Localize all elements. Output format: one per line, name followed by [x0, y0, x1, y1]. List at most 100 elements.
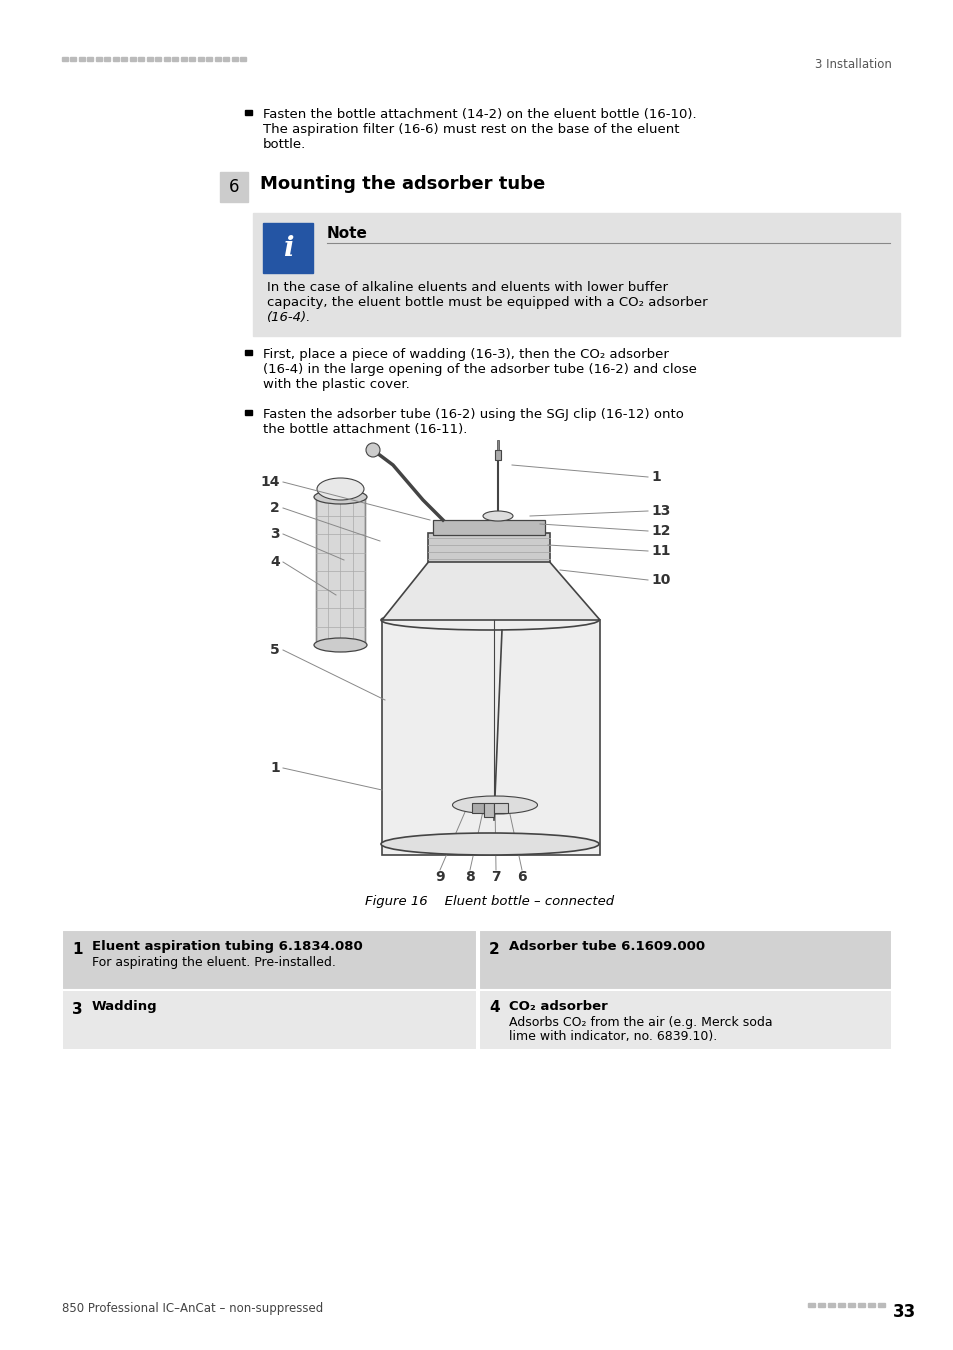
Bar [147, 57, 152, 61]
Text: Note: Note [327, 225, 368, 242]
Bar [478, 930, 891, 990]
Text: 1: 1 [650, 470, 660, 485]
Text: Adsorbs CO₂ from the air (e.g. Merck soda: Adsorbs CO₂ from the air (e.g. Merck sod… [509, 1017, 772, 1029]
Bar [181, 57, 187, 61]
Bar [232, 57, 237, 61]
Text: 6: 6 [517, 869, 526, 884]
Bar [206, 57, 213, 61]
Bar [105, 57, 111, 61]
Bar [155, 57, 161, 61]
Bar [483, 803, 494, 817]
Text: 13: 13 [650, 504, 670, 518]
Bar [847, 1303, 854, 1307]
Bar [315, 497, 365, 645]
Text: Adsorber tube 6.1609.000: Adsorber tube 6.1609.000 [509, 940, 704, 953]
Text: 10: 10 [650, 572, 670, 587]
Text: i: i [282, 235, 293, 262]
Text: 2: 2 [489, 942, 499, 957]
Bar [807, 1303, 814, 1307]
Bar [96, 57, 102, 61]
Bar [198, 57, 204, 61]
Text: bottle.: bottle. [263, 138, 306, 151]
Bar [857, 1303, 864, 1307]
Text: 3: 3 [71, 1002, 83, 1017]
Text: 850 Professional IC–AnCat – non-suppressed: 850 Professional IC–AnCat – non-suppress… [62, 1301, 323, 1315]
Ellipse shape [452, 796, 537, 814]
Bar [223, 57, 230, 61]
Bar [245, 109, 252, 115]
Bar [428, 533, 550, 562]
Bar [164, 57, 170, 61]
Bar [220, 171, 248, 202]
Bar [112, 57, 119, 61]
Text: Fasten the adsorber tube (16-2) using the SGJ clip (16-12) onto: Fasten the adsorber tube (16-2) using th… [263, 408, 683, 421]
Bar [245, 350, 252, 355]
Text: the bottle attachment (16-11).: the bottle attachment (16-11). [263, 423, 467, 436]
Text: Wadding: Wadding [91, 1000, 157, 1012]
Text: The aspiration filter (16-6) must rest on the base of the eluent: The aspiration filter (16-6) must rest o… [263, 123, 679, 136]
Bar [71, 57, 76, 61]
Bar [433, 520, 544, 535]
Bar [138, 57, 144, 61]
Bar [494, 803, 507, 813]
Bar [190, 57, 195, 61]
Text: 3: 3 [270, 526, 280, 541]
Text: 1: 1 [71, 942, 82, 957]
Bar [62, 57, 68, 61]
Text: (16-4).: (16-4). [267, 310, 311, 324]
Text: capacity, the eluent bottle must be equipped with a CO₂ adsorber: capacity, the eluent bottle must be equi… [267, 296, 707, 309]
Bar [497, 440, 498, 450]
Ellipse shape [482, 512, 513, 521]
Text: Eluent aspiration tubing 6.1834.080: Eluent aspiration tubing 6.1834.080 [91, 940, 362, 953]
Text: 2: 2 [270, 501, 280, 514]
Bar [62, 990, 476, 1050]
Bar [381, 620, 599, 855]
Text: 11: 11 [650, 544, 670, 558]
Text: lime with indicator, no. 6839.10).: lime with indicator, no. 6839.10). [509, 1030, 717, 1044]
Ellipse shape [380, 610, 598, 630]
Text: CO₂ adsorber: CO₂ adsorber [509, 1000, 607, 1012]
Text: 5: 5 [270, 643, 280, 657]
Ellipse shape [366, 443, 379, 458]
Ellipse shape [380, 833, 598, 855]
Bar [867, 1303, 874, 1307]
Text: 14: 14 [260, 475, 280, 489]
Bar [837, 1303, 844, 1307]
Bar [253, 213, 899, 336]
Bar [478, 990, 891, 1050]
Polygon shape [381, 560, 599, 620]
Ellipse shape [316, 478, 364, 500]
Text: (16-4) in the large opening of the adsorber tube (16-2) and close: (16-4) in the large opening of the adsor… [263, 363, 696, 377]
Text: 33: 33 [892, 1303, 915, 1322]
Text: 1: 1 [270, 761, 280, 775]
Text: For aspirating the eluent. Pre-installed.: For aspirating the eluent. Pre-installed… [91, 956, 335, 969]
Text: 4: 4 [270, 555, 280, 568]
Bar [79, 57, 85, 61]
Text: 4: 4 [489, 1000, 499, 1015]
Bar [877, 1303, 884, 1307]
Text: 12: 12 [650, 524, 670, 539]
Text: 8: 8 [465, 869, 475, 884]
Text: In the case of alkaline eluents and eluents with lower buffer: In the case of alkaline eluents and elue… [267, 281, 667, 294]
Text: First, place a piece of wadding (16-3), then the CO₂ adsorber: First, place a piece of wadding (16-3), … [263, 348, 668, 360]
Bar [121, 57, 128, 61]
Text: Figure 16    Eluent bottle – connected: Figure 16 Eluent bottle – connected [365, 895, 614, 909]
Bar [172, 57, 178, 61]
Bar [88, 57, 93, 61]
Bar [817, 1303, 824, 1307]
Text: Mounting the adsorber tube: Mounting the adsorber tube [260, 176, 545, 193]
Text: with the plastic cover.: with the plastic cover. [263, 378, 410, 392]
Text: Fasten the bottle attachment (14-2) on the eluent bottle (16-10).: Fasten the bottle attachment (14-2) on t… [263, 108, 696, 122]
Ellipse shape [314, 490, 367, 504]
Bar [472, 803, 483, 813]
Text: 6: 6 [229, 178, 239, 196]
Bar [130, 57, 136, 61]
Text: 3 Installation: 3 Installation [814, 58, 891, 72]
Ellipse shape [314, 639, 367, 652]
Text: 9: 9 [435, 869, 444, 884]
Bar [263, 223, 313, 273]
Text: 7: 7 [491, 869, 500, 884]
Bar [214, 57, 221, 61]
Bar [240, 57, 246, 61]
Bar [495, 450, 500, 460]
